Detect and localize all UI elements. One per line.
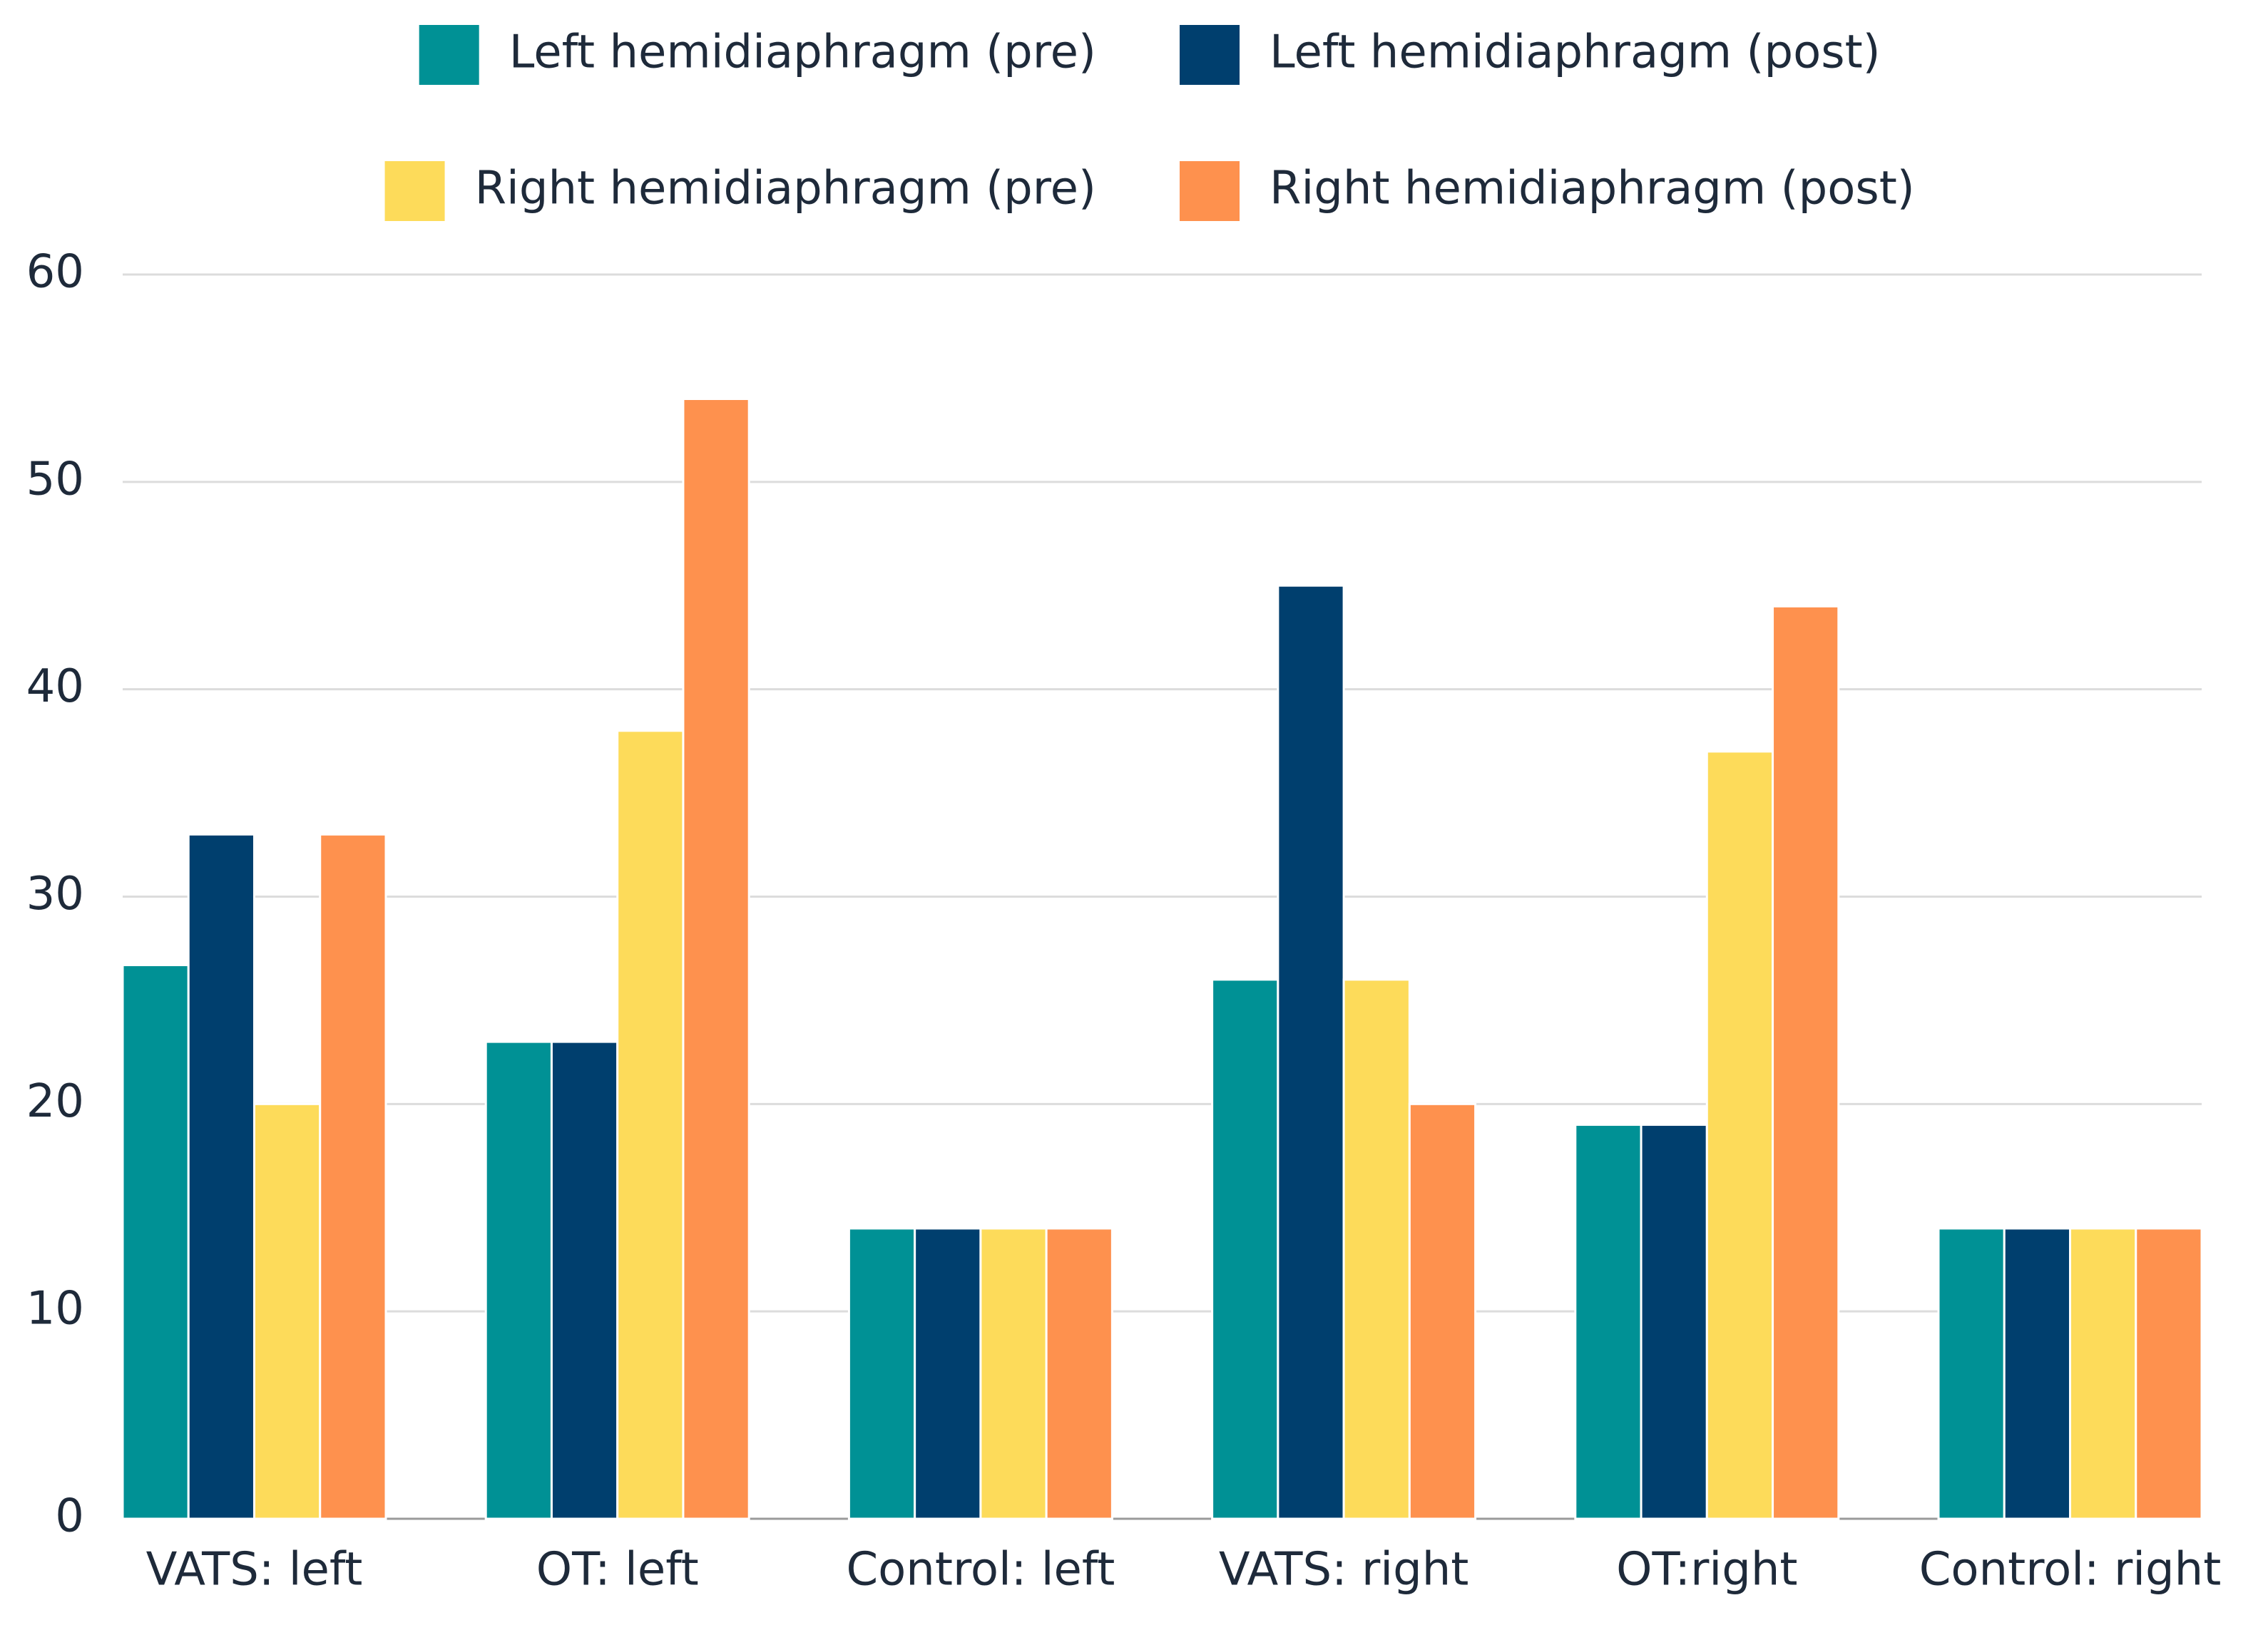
x-tick-label: Control: right xyxy=(1919,1544,2222,1596)
legend-swatch xyxy=(419,25,479,85)
y-tick-label: 50 xyxy=(26,453,84,506)
bar xyxy=(484,1040,553,1520)
bar xyxy=(121,963,190,1520)
legend-label: Right hemidiaphragm (pre) xyxy=(475,163,1096,215)
legend-label: Right hemidiaphragm (post) xyxy=(1270,163,1915,215)
y-tick-label: 20 xyxy=(26,1075,84,1128)
x-tick-label: VATS: left xyxy=(146,1544,363,1596)
bar xyxy=(914,1227,982,1520)
legend-swatch xyxy=(1180,161,1240,221)
bar xyxy=(1640,1123,1708,1520)
bar xyxy=(1211,978,1279,1520)
y-tick-label: 30 xyxy=(26,868,84,921)
x-tick-label: VATS: right xyxy=(1219,1544,1469,1596)
bar xyxy=(2003,1227,2072,1520)
bar xyxy=(1705,750,1774,1520)
legend-label: Left hemidiaphragm (post) xyxy=(1270,26,1881,79)
bar xyxy=(550,1040,619,1520)
legend-swatch xyxy=(1180,25,1240,85)
bar xyxy=(979,1227,1048,1520)
bar xyxy=(1937,1227,2006,1520)
bar xyxy=(252,1102,322,1520)
bar xyxy=(682,398,750,1520)
bar xyxy=(187,833,255,1520)
bar xyxy=(2135,1227,2203,1520)
bar xyxy=(1574,1123,1643,1520)
bar xyxy=(1342,978,1411,1520)
bar xyxy=(1772,605,1840,1520)
y-tick-label: 60 xyxy=(26,246,84,299)
bar xyxy=(2069,1227,2137,1520)
x-tick-label: OT:right xyxy=(1616,1544,1797,1596)
bar xyxy=(1045,1227,1113,1520)
bar xyxy=(1408,1102,1477,1520)
legend-swatch xyxy=(384,161,445,221)
x-tick-label: OT: left xyxy=(536,1544,699,1596)
y-tick-label: 10 xyxy=(26,1283,84,1336)
bar xyxy=(847,1227,916,1520)
x-tick-label: Control: left xyxy=(846,1544,1115,1596)
y-tick-label: 40 xyxy=(26,660,84,713)
y-tick-label: 0 xyxy=(55,1490,84,1543)
bar xyxy=(319,833,387,1520)
bar xyxy=(1277,584,1345,1520)
legend-label: Left hemidiaphragm (pre) xyxy=(509,26,1096,79)
bar xyxy=(616,729,685,1520)
